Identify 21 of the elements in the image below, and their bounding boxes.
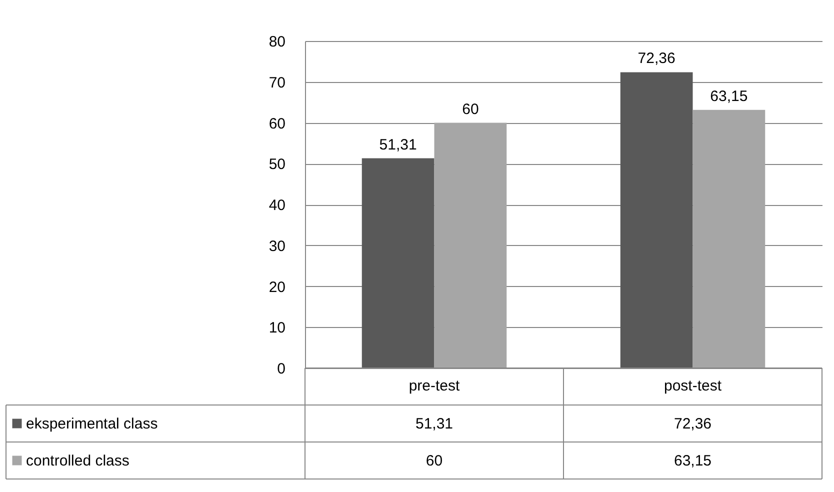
x-tick-label: pre-test: [408, 378, 461, 394]
data-label: 51,31: [415, 416, 454, 432]
data-label: 63,15: [674, 452, 712, 470]
y-tick-label: 0: [277, 360, 286, 378]
text: 72,36: [638, 50, 676, 68]
x-tick-label: post-test: [664, 378, 722, 394]
y-tick-label: 50: [268, 156, 286, 174]
y-tick-label: 10: [268, 320, 286, 337]
y-tick-label: 20: [268, 278, 286, 296]
text: 60: [462, 100, 479, 118]
y-tick-label: 80: [268, 34, 286, 50]
legend-label: eksperimental class: [26, 416, 158, 432]
y-tick-label: 60: [268, 115, 286, 132]
y-tick-label: 30: [268, 238, 286, 255]
legend-label: controlled class: [26, 452, 130, 470]
text: 51,31: [379, 136, 417, 154]
data-label: 72,36: [674, 416, 712, 432]
text: 63,15: [710, 88, 748, 105]
y-tick-label: 40: [268, 197, 286, 214]
data-label: 60: [426, 452, 443, 470]
y-tick-label: 70: [268, 74, 286, 92]
